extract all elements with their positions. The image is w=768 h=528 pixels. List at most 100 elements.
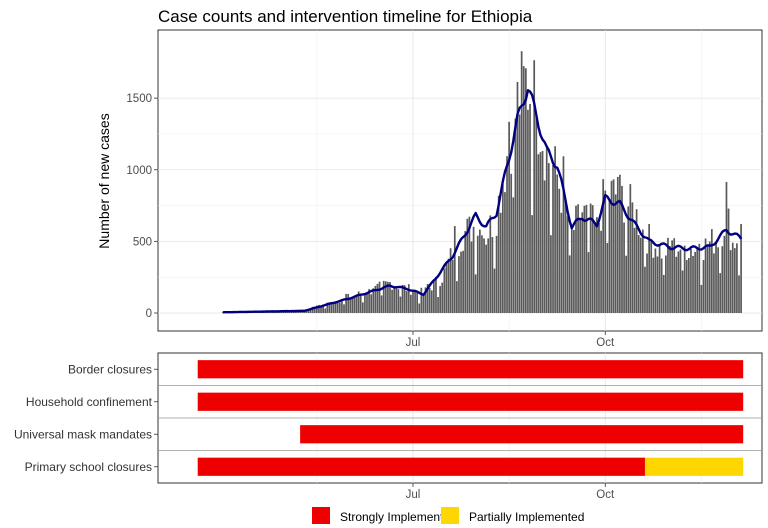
- case-bar: [380, 295, 383, 313]
- case-bar: [644, 266, 646, 313]
- case-bar: [681, 270, 684, 313]
- case-bar: [410, 294, 412, 313]
- case-bar: [715, 242, 717, 313]
- case-bar: [430, 290, 433, 313]
- intervention-bar: [197, 457, 645, 476]
- case-bar: [673, 238, 676, 313]
- case-bar: [600, 230, 602, 313]
- case-bar: [671, 240, 673, 313]
- case-bar: [343, 304, 345, 313]
- case-bar: [418, 303, 421, 313]
- case-bar: [577, 204, 579, 313]
- case-bar: [587, 252, 590, 313]
- case-bar: [510, 173, 513, 313]
- case-bar: [407, 284, 410, 313]
- case-bar: [547, 163, 550, 313]
- case-bar: [311, 306, 314, 313]
- cases-x-axis: Jul Oct: [406, 331, 615, 349]
- case-bar: [725, 181, 728, 313]
- case-bar: [623, 222, 625, 313]
- case-bar: [221, 312, 224, 313]
- legend-label: Strongly Implemented: [340, 510, 457, 524]
- case-bar: [662, 274, 665, 313]
- cases-bars: [221, 51, 742, 314]
- case-bar: [322, 304, 324, 313]
- category-label: Universal mask mandates: [14, 427, 152, 441]
- case-bar: [309, 309, 312, 313]
- case-bar: [374, 285, 377, 313]
- case-bar: [562, 156, 565, 313]
- intervention-bar: [197, 360, 744, 379]
- case-bar: [629, 184, 632, 313]
- case-bar: [395, 286, 398, 313]
- case-bar: [550, 235, 552, 313]
- case-bar: [591, 205, 594, 313]
- case-bar: [692, 255, 694, 313]
- case-bar: [660, 258, 663, 313]
- case-bar: [347, 293, 350, 313]
- case-bar: [575, 205, 577, 313]
- case-bar: [387, 281, 389, 313]
- case-bar: [710, 229, 713, 313]
- case-bar: [656, 256, 659, 313]
- case-bar: [529, 103, 531, 313]
- case-bar: [345, 293, 347, 313]
- case-bar: [481, 235, 483, 313]
- case-bar: [441, 282, 444, 313]
- case-bar: [307, 309, 310, 313]
- category-label: Primary school closures: [25, 460, 152, 474]
- case-bar: [399, 296, 402, 313]
- case-bar: [731, 242, 734, 313]
- case-bar: [700, 284, 703, 313]
- case-bar: [702, 260, 705, 313]
- case-bar: [479, 229, 481, 313]
- case-bar: [604, 190, 607, 313]
- case-bar: [466, 218, 469, 313]
- intervention-bar: [197, 392, 744, 411]
- legend-label: Partially Implemented: [469, 510, 584, 524]
- case-bar: [414, 289, 416, 313]
- case-bar: [508, 121, 510, 313]
- case-bar: [552, 165, 554, 313]
- case-bar: [324, 308, 327, 313]
- case-bar: [539, 152, 542, 313]
- case-bar: [650, 240, 653, 313]
- case-bar: [667, 237, 669, 313]
- x-tick-label: Jul: [406, 489, 421, 501]
- case-bar: [516, 81, 519, 314]
- case-bar: [476, 235, 479, 313]
- cases-y-axis: 0 500 1000 1500: [126, 93, 158, 320]
- case-bar: [504, 192, 506, 313]
- case-bar: [468, 216, 471, 313]
- y-tick-label: 1500: [126, 93, 152, 105]
- case-bar: [370, 294, 373, 313]
- case-bar: [514, 118, 517, 313]
- case-bar: [596, 217, 598, 313]
- case-bar: [393, 286, 396, 313]
- x-tick-label: Oct: [596, 337, 615, 349]
- case-bar: [460, 251, 462, 313]
- case-bar: [635, 209, 638, 313]
- case-bar: [729, 250, 732, 313]
- case-bar: [456, 281, 458, 313]
- case-bar: [527, 109, 529, 313]
- case-bar: [556, 174, 559, 313]
- case-bar: [543, 180, 546, 313]
- case-bar: [610, 180, 613, 313]
- case-bar: [389, 282, 391, 313]
- intervention-categories: Border closures Household confinement Univ…: [14, 362, 158, 474]
- case-bar: [717, 247, 719, 313]
- case-bar: [608, 199, 611, 313]
- case-bar: [637, 235, 640, 313]
- case-bar: [433, 280, 435, 313]
- case-bar: [520, 51, 523, 314]
- interventions-x-axis: Jul Oct: [406, 483, 615, 501]
- case-bar: [696, 249, 699, 313]
- case-bar: [330, 304, 333, 313]
- case-bar: [357, 291, 360, 313]
- case-bar: [522, 66, 525, 314]
- intervention-bar: [300, 425, 744, 444]
- y-axis-label: Number of new cases: [96, 113, 112, 248]
- case-bar: [593, 221, 596, 313]
